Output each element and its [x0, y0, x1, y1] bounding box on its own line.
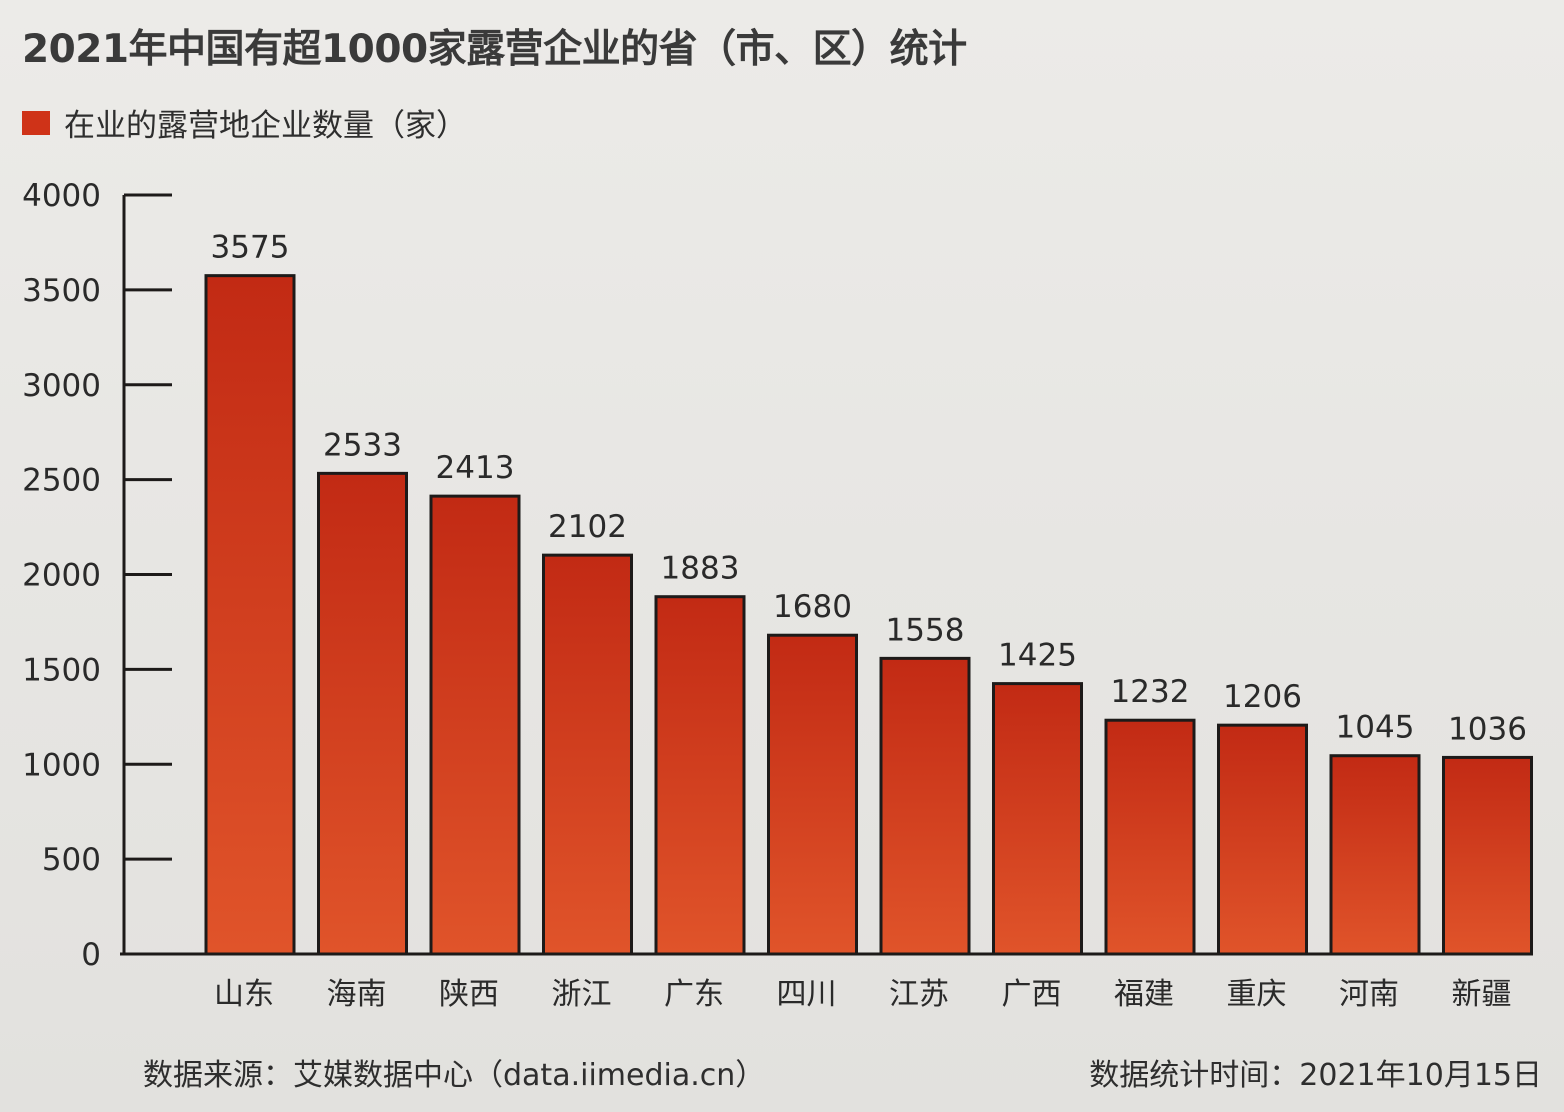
x-tick-label: 广西	[1002, 977, 1062, 1012]
x-tick-label: 浙江	[552, 977, 612, 1012]
y-tick-label: 3500	[22, 273, 101, 309]
data-date-note: 数据统计时间：2021年10月15日	[1089, 1058, 1542, 1093]
chart-title: 2021年中国有超1000家露营企业的省（市、区）统计	[22, 27, 967, 72]
data-label: 3575	[211, 230, 290, 266]
x-tick-label: 河南	[1339, 977, 1399, 1012]
x-tick-label: 江苏	[889, 977, 949, 1012]
y-tick-label: 500	[42, 842, 101, 878]
data-label: 2102	[548, 509, 627, 545]
bar-山东	[204, 274, 296, 956]
y-tick-label: 4000	[22, 178, 101, 214]
y-tick-label: 2500	[22, 463, 101, 499]
data-label: 2533	[323, 427, 402, 463]
bar-陕西	[429, 494, 521, 956]
y-tick-label: 1500	[22, 652, 101, 688]
data-label: 1045	[1336, 710, 1415, 746]
x-tick-label: 山东	[214, 977, 274, 1012]
bar-福建	[1104, 718, 1196, 956]
y-tick-label: 1000	[22, 747, 101, 783]
x-tick-label: 广东	[664, 977, 724, 1012]
y-tick-label: 2000	[22, 558, 101, 594]
x-tick-label: 海南	[327, 977, 387, 1012]
x-tick-label: 新疆	[1452, 977, 1512, 1012]
bar-广西	[992, 682, 1083, 956]
data-source-note: 数据来源：艾媒数据中心（data.iimedia.cn）	[143, 1058, 766, 1093]
bar-四川	[767, 633, 858, 956]
data-label: 1425	[998, 638, 1077, 674]
data-label: 1558	[886, 612, 965, 648]
x-tick-label: 重庆	[1227, 977, 1287, 1012]
y-tick-label: 3000	[22, 368, 101, 404]
x-tick-label: 福建	[1114, 977, 1174, 1012]
bar-江苏	[879, 656, 971, 956]
bar-海南	[317, 471, 408, 956]
bar-广东	[654, 595, 746, 956]
data-label: 2413	[436, 450, 515, 486]
x-tick-label: 四川	[777, 977, 837, 1012]
bar-河南	[1329, 754, 1421, 956]
data-label: 1883	[661, 551, 740, 587]
data-label: 1206	[1223, 679, 1302, 715]
bar-重庆	[1217, 723, 1308, 956]
y-tick-label: 0	[81, 937, 101, 973]
data-label: 1232	[1111, 674, 1190, 710]
legend: 在业的露营地企业数量（家）	[22, 100, 467, 145]
bar-新疆	[1442, 755, 1533, 956]
x-tick-label: 陕西	[439, 977, 499, 1012]
legend-label: 在业的露营地企业数量（家）	[64, 108, 467, 144]
legend-swatch	[22, 110, 50, 135]
data-label: 1036	[1448, 711, 1527, 747]
bar-浙江	[542, 553, 633, 956]
data-label: 1680	[773, 589, 852, 625]
